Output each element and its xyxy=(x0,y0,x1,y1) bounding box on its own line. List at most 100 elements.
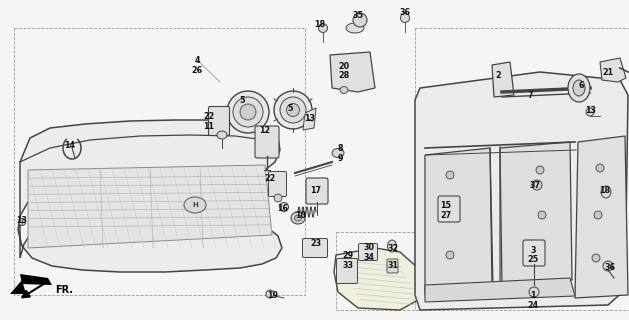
Ellipse shape xyxy=(318,23,328,33)
Text: 8: 8 xyxy=(337,143,343,153)
Polygon shape xyxy=(492,62,514,97)
Polygon shape xyxy=(575,136,628,298)
Text: 4: 4 xyxy=(194,55,200,65)
Ellipse shape xyxy=(603,261,613,271)
Text: 23: 23 xyxy=(311,238,321,247)
Text: 1: 1 xyxy=(530,291,536,300)
Ellipse shape xyxy=(532,180,542,190)
Polygon shape xyxy=(415,72,628,310)
Text: 28: 28 xyxy=(338,70,350,79)
Text: 5: 5 xyxy=(239,95,245,105)
Ellipse shape xyxy=(233,97,263,127)
Polygon shape xyxy=(500,142,572,288)
Text: 36: 36 xyxy=(399,7,411,17)
Ellipse shape xyxy=(534,256,542,264)
Ellipse shape xyxy=(446,251,454,259)
FancyBboxPatch shape xyxy=(387,259,398,273)
FancyBboxPatch shape xyxy=(255,126,279,158)
Text: 13: 13 xyxy=(304,114,316,123)
Ellipse shape xyxy=(573,80,585,96)
Text: 6: 6 xyxy=(578,81,584,90)
Text: 25: 25 xyxy=(528,255,538,265)
Ellipse shape xyxy=(529,287,539,297)
Ellipse shape xyxy=(446,171,454,179)
FancyBboxPatch shape xyxy=(269,172,286,196)
Ellipse shape xyxy=(568,74,590,102)
Text: 30: 30 xyxy=(364,243,374,252)
Text: 20: 20 xyxy=(338,61,350,70)
Polygon shape xyxy=(425,148,492,295)
Ellipse shape xyxy=(227,91,269,133)
Text: 11: 11 xyxy=(204,122,214,131)
Text: 2: 2 xyxy=(495,70,501,79)
Text: 14: 14 xyxy=(65,140,75,149)
FancyBboxPatch shape xyxy=(337,259,357,284)
Text: 18: 18 xyxy=(314,20,326,28)
Ellipse shape xyxy=(240,104,256,120)
Polygon shape xyxy=(28,165,272,248)
Polygon shape xyxy=(425,278,575,302)
Ellipse shape xyxy=(286,103,299,116)
Ellipse shape xyxy=(451,206,459,214)
Text: 22: 22 xyxy=(264,173,276,182)
FancyBboxPatch shape xyxy=(306,178,328,204)
FancyBboxPatch shape xyxy=(523,240,545,266)
Ellipse shape xyxy=(353,13,367,27)
Text: 26: 26 xyxy=(191,66,203,75)
Text: 3: 3 xyxy=(530,245,536,254)
FancyBboxPatch shape xyxy=(438,196,460,222)
Ellipse shape xyxy=(401,13,409,22)
Text: 27: 27 xyxy=(440,211,452,220)
Text: 36: 36 xyxy=(604,263,616,273)
Text: 22: 22 xyxy=(203,111,214,121)
Ellipse shape xyxy=(536,166,544,174)
Ellipse shape xyxy=(346,23,364,33)
Ellipse shape xyxy=(538,211,546,219)
Ellipse shape xyxy=(596,164,604,172)
Ellipse shape xyxy=(274,194,282,202)
Ellipse shape xyxy=(217,131,227,139)
Ellipse shape xyxy=(592,254,600,262)
FancyBboxPatch shape xyxy=(208,107,230,135)
Ellipse shape xyxy=(266,290,274,298)
Ellipse shape xyxy=(280,97,306,123)
Polygon shape xyxy=(10,280,26,294)
Text: 35: 35 xyxy=(352,11,364,20)
FancyBboxPatch shape xyxy=(359,244,377,260)
Ellipse shape xyxy=(294,215,301,221)
Text: 7: 7 xyxy=(527,91,533,100)
Text: 21: 21 xyxy=(603,68,613,76)
Text: 10: 10 xyxy=(296,211,306,220)
Polygon shape xyxy=(600,58,626,82)
Ellipse shape xyxy=(601,186,611,198)
Text: 33: 33 xyxy=(343,260,353,269)
Text: 37: 37 xyxy=(530,180,540,189)
Text: 32: 32 xyxy=(387,244,399,252)
Ellipse shape xyxy=(274,91,312,129)
Ellipse shape xyxy=(340,86,348,93)
Text: 9: 9 xyxy=(337,154,343,163)
Text: 17: 17 xyxy=(311,186,321,195)
Ellipse shape xyxy=(18,219,26,226)
Text: 29: 29 xyxy=(342,251,353,260)
Text: 12: 12 xyxy=(259,125,270,134)
Text: 18: 18 xyxy=(599,186,611,195)
Bar xyxy=(14,28,305,295)
Ellipse shape xyxy=(387,240,396,252)
Text: 24: 24 xyxy=(528,300,538,309)
FancyBboxPatch shape xyxy=(303,238,328,258)
Text: 5: 5 xyxy=(287,103,292,113)
Bar xyxy=(336,232,420,310)
Ellipse shape xyxy=(586,108,594,116)
Ellipse shape xyxy=(279,203,289,212)
Bar xyxy=(415,28,629,310)
Text: FR.: FR. xyxy=(55,285,73,295)
Ellipse shape xyxy=(594,211,602,219)
Ellipse shape xyxy=(291,212,305,224)
Ellipse shape xyxy=(332,148,344,157)
Polygon shape xyxy=(18,120,282,272)
Polygon shape xyxy=(20,274,52,285)
Text: H: H xyxy=(192,202,198,208)
Text: 16: 16 xyxy=(277,204,289,212)
Text: 13: 13 xyxy=(16,215,28,225)
